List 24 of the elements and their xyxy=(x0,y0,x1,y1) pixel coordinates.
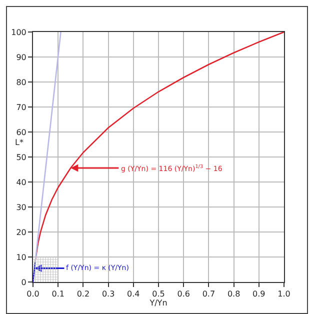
x-tick-label: 0.5 xyxy=(152,290,165,299)
y-tick-label: 80 xyxy=(16,78,26,87)
y-tick-label: 20 xyxy=(16,228,26,237)
x-tick-label: 0.9 xyxy=(252,290,266,299)
y-tick-label: 30 xyxy=(16,202,26,212)
x-tick-label: 0.4 xyxy=(127,290,140,299)
y-tick-label: 0 xyxy=(21,278,26,287)
y-tick-label: 50 xyxy=(16,152,26,162)
y-tick-label: 40 xyxy=(16,178,26,187)
y-tick-label: 70 xyxy=(16,102,26,112)
x-tick-label: 0.8 xyxy=(227,290,240,299)
x-tick-label: 0.6 xyxy=(177,290,190,299)
y-tick-label: 60 xyxy=(16,128,26,137)
y-tick-label: 10 xyxy=(16,252,26,262)
x-tick-label: 0.2 xyxy=(76,290,90,299)
x-tick-label: 1.0 xyxy=(278,290,290,299)
y-axis-title: L* xyxy=(15,138,24,147)
x-tick-label: 0.1 xyxy=(52,290,64,299)
x-tick-label: 0.7 xyxy=(202,290,216,299)
y-tick-label: 90 xyxy=(16,52,26,62)
x-tick-label: 0.3 xyxy=(102,290,115,299)
x-axis-title: Y/Yn xyxy=(148,298,168,308)
x-tick-label: 0.0 xyxy=(26,290,40,299)
y-tick-label: 100 xyxy=(11,28,26,37)
